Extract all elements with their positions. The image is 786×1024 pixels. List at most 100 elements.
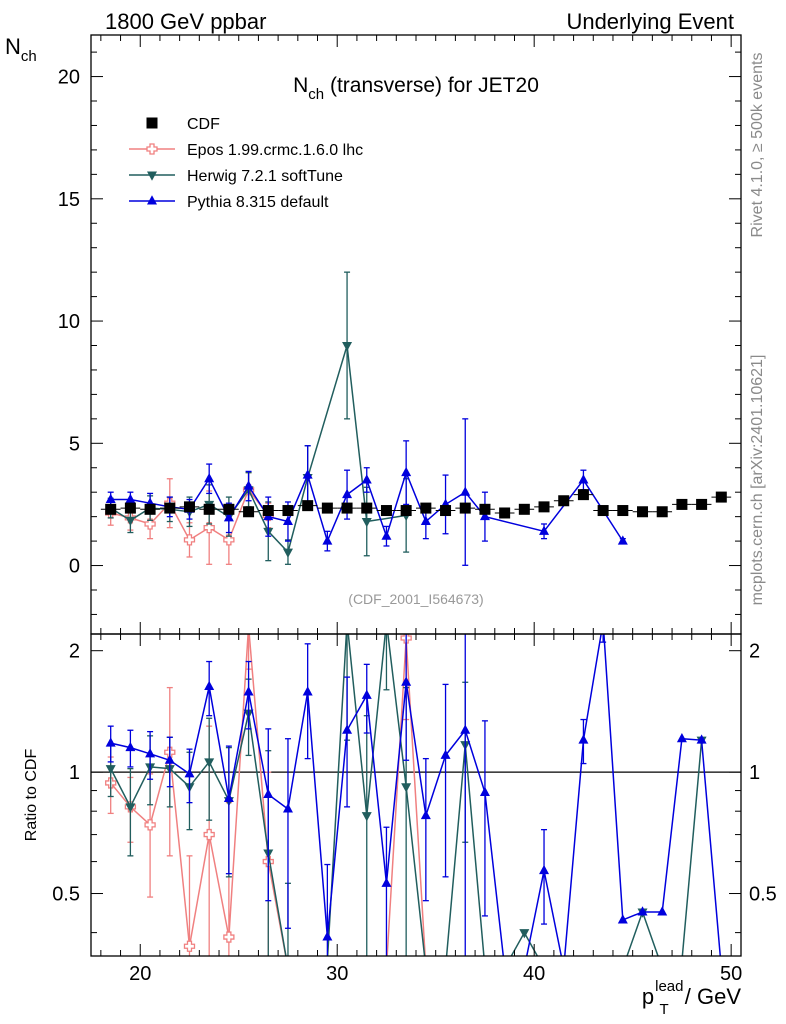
data-point	[696, 498, 708, 510]
ratio-y-tick-label-right: 1	[749, 762, 760, 784]
data-point	[341, 502, 353, 514]
data-point	[558, 495, 570, 507]
data-point	[302, 500, 314, 512]
data-point	[380, 505, 392, 517]
main-ylabel: Nch	[5, 34, 37, 65]
data-point	[282, 803, 293, 813]
data-point	[183, 940, 196, 952]
x-tick-label: 30	[326, 963, 348, 985]
y-tick-label: 0	[69, 556, 80, 578]
data-point	[243, 480, 254, 490]
data-point	[203, 521, 215, 534]
data-point	[263, 788, 274, 799]
data-point	[282, 548, 293, 558]
data-point	[105, 493, 116, 504]
data-point	[598, 616, 608, 625]
data-point	[420, 515, 431, 526]
data-point	[440, 505, 452, 517]
data-point	[223, 792, 234, 803]
data-point	[676, 498, 688, 510]
analysis-watermark: (CDF_2001_I564673)	[348, 591, 483, 607]
data-point	[578, 474, 589, 484]
data-point	[144, 819, 156, 831]
data-point	[577, 489, 589, 501]
data-point	[539, 525, 550, 535]
data-point	[243, 686, 254, 696]
data-point	[459, 502, 471, 514]
data-point	[244, 621, 254, 631]
data-point	[500, 962, 510, 971]
data-point	[125, 741, 136, 752]
data-point	[460, 724, 471, 734]
data-point	[361, 502, 373, 514]
header-right: Underlying Event	[566, 9, 734, 34]
header-left: 1800 GeV ppbar	[105, 9, 266, 34]
legend-item: Pythia 8.315 default	[129, 194, 329, 211]
ratio-y-tick-label-right: 2	[749, 641, 760, 663]
data-point	[125, 516, 136, 527]
series-line	[110, 634, 703, 956]
data-point	[125, 803, 136, 813]
data-point	[283, 965, 293, 974]
data-point	[105, 503, 117, 515]
data-point	[421, 963, 431, 973]
data-point	[342, 619, 352, 628]
data-point	[361, 689, 372, 699]
data-point	[283, 963, 293, 973]
ratio-series-layer	[91, 616, 741, 974]
data-point	[183, 534, 196, 546]
y-tick-label: 15	[58, 189, 80, 211]
data-point	[441, 965, 451, 974]
data-point	[223, 534, 235, 546]
x-tick-label: 40	[523, 963, 545, 985]
data-point	[539, 864, 550, 875]
ratio-y-tick-label-left: 1	[69, 762, 80, 784]
data-point	[203, 503, 215, 515]
data-point	[342, 488, 353, 499]
chart-title: Nch (transverse) for JET20	[293, 74, 539, 103]
legend-label: CDF	[187, 116, 220, 133]
x-tick-label: 50	[720, 963, 742, 985]
series-line	[110, 634, 722, 956]
data-point	[518, 503, 530, 515]
series-pythia	[105, 616, 722, 971]
data-point	[401, 466, 412, 477]
data-point	[223, 503, 235, 515]
data-point	[538, 501, 550, 513]
x-tick-label: 20	[129, 963, 151, 985]
data-point	[204, 758, 215, 768]
data-point	[421, 965, 431, 974]
data-point	[144, 503, 156, 515]
data-point	[401, 783, 412, 793]
data-point	[125, 493, 136, 504]
data-point	[696, 734, 707, 744]
data-point	[657, 906, 668, 916]
legend-label: Herwig 7.2.1 softTune	[187, 168, 343, 185]
data-point	[105, 737, 116, 747]
data-point	[597, 505, 609, 517]
data-point	[657, 965, 667, 974]
data-point	[420, 809, 431, 820]
data-point	[303, 958, 313, 967]
data-point	[400, 505, 412, 517]
data-point	[715, 491, 727, 503]
data-point	[322, 535, 333, 545]
data-point	[204, 680, 215, 691]
data-point	[381, 530, 392, 540]
data-point	[479, 510, 490, 521]
data-point	[361, 812, 372, 822]
data-point	[381, 619, 391, 628]
data-point	[677, 958, 687, 967]
data-point	[499, 507, 511, 519]
y-tick-label: 5	[69, 433, 80, 455]
legend-label: Pythia 8.315 default	[187, 194, 329, 211]
axes-layer: 20 30 40 50 0 5 10 15 20 0.5 0.5 1 1 2 2	[52, 34, 777, 985]
data-point	[302, 686, 313, 696]
data-point	[401, 676, 412, 686]
data-point	[184, 768, 195, 778]
data-point	[637, 906, 648, 916]
data-point	[420, 502, 432, 514]
data-point	[656, 506, 668, 518]
data-point	[144, 518, 156, 530]
